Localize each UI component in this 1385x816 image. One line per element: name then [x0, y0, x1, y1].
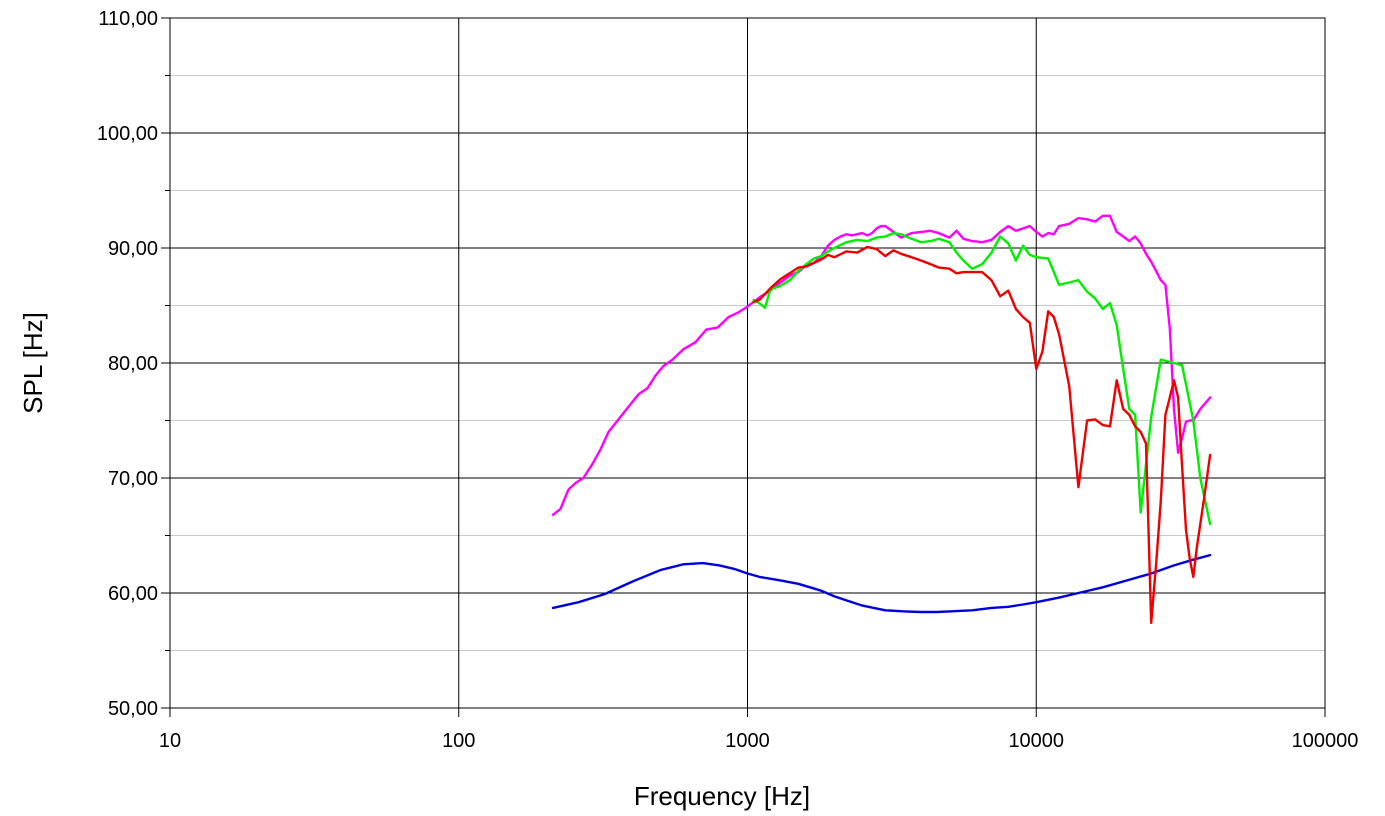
x-tick-label: 10000 — [1008, 730, 1064, 752]
y-tick-label: 90,00 — [108, 238, 158, 260]
series-line-1 — [551, 553, 1212, 614]
x-axis-ticks: 10 100 1000 10000 100000 — [159, 708, 1359, 752]
x-axis-title: Frequency [Hz] — [634, 781, 810, 811]
x-tick-label: 10 — [159, 730, 181, 752]
y-tick-label: 80,00 — [108, 353, 158, 375]
y-tick-label: 110,00 — [98, 8, 158, 30]
series-line-4 — [752, 245, 1212, 625]
y-axis-ticks: 50,00 60,00 70,00 80,00 90,00 100,00 110,00 — [97, 8, 170, 720]
series-layer — [551, 214, 1212, 625]
series-line-3 — [752, 231, 1212, 526]
x-tick-label: 1000 — [725, 730, 770, 752]
y-axis-title: SPL [Hz] — [18, 312, 48, 414]
y-tick-label: 100,00 — [97, 123, 158, 145]
y-tick-label: 60,00 — [108, 583, 158, 605]
series-line-2 — [551, 214, 1212, 516]
x-tick-label: 100000 — [1292, 730, 1359, 752]
y-tick-label: 70,00 — [108, 468, 158, 490]
y-tick-label: 50,00 — [108, 698, 158, 720]
x-tick-label: 100 — [442, 730, 475, 752]
